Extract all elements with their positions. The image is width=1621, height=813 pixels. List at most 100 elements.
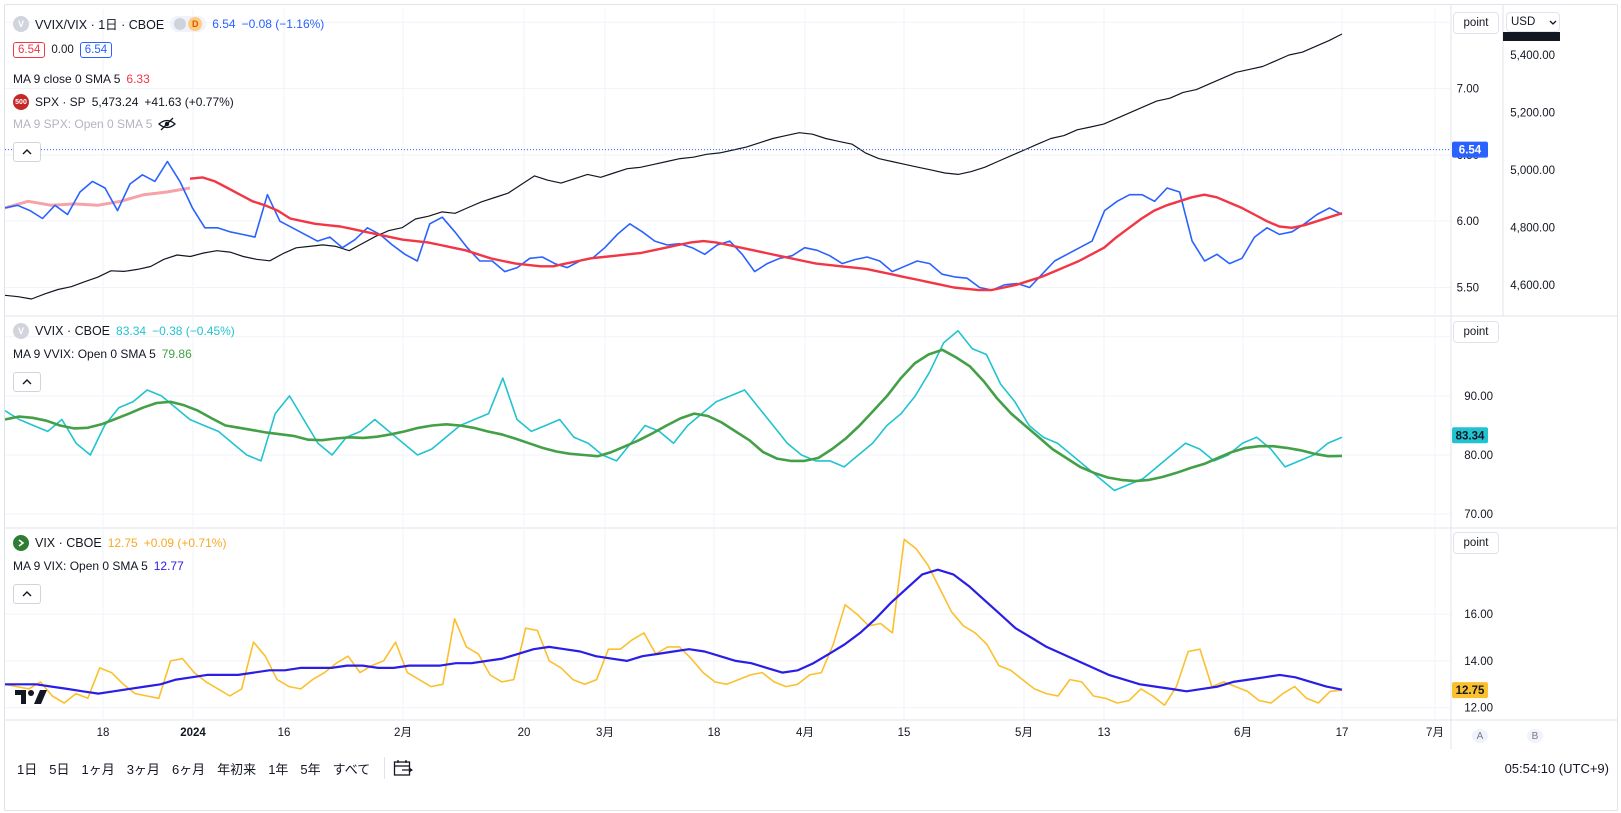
range-5d-button[interactable]: 5日 bbox=[49, 761, 70, 777]
vix-legend[interactable]: VIX · CBOE 12.75 +0.09 (+0.71%) bbox=[13, 535, 226, 551]
spx-price-tag bbox=[1503, 32, 1560, 41]
vix-ma-legend[interactable]: MA 9 VIX: Open 0 SMA 5 12.77 bbox=[13, 559, 184, 573]
collapse-pane3-button[interactable] bbox=[13, 584, 41, 604]
vvix-legend[interactable]: V VVIX · CBOE 83.34 −0.38 (−0.45%) bbox=[13, 323, 235, 339]
toolbar-divider bbox=[384, 757, 386, 779]
price-scale-point-button-3[interactable]: point bbox=[1453, 532, 1499, 554]
spx-last: 5,473.24 bbox=[91, 95, 139, 109]
range-6m-button[interactable]: 6ヶ月 bbox=[171, 761, 206, 777]
main-symbol-title[interactable]: VVIX/VIX · 1日 · CBOE bbox=[35, 18, 165, 32]
range-5y-button[interactable]: 5年 bbox=[300, 761, 321, 777]
y-axis-label-right: 4,600.00 bbox=[1510, 280, 1555, 292]
chevron-down-icon bbox=[1549, 20, 1557, 25]
status-dot-icon bbox=[174, 17, 187, 30]
x-axis-label: 20 bbox=[518, 727, 531, 739]
spx-line bbox=[5, 33, 1343, 300]
ma1-legend[interactable]: MA 9 close 0 SMA 5 6.33 bbox=[13, 72, 150, 86]
timezone-clock[interactable]: 05:54:10 (UTC+9) bbox=[1504, 761, 1609, 776]
x-axis-label: 2024 bbox=[180, 727, 206, 739]
calendar-range-icon[interactable] bbox=[393, 759, 414, 777]
x-axis-label: 15 bbox=[898, 727, 911, 739]
vix-last: 12.75 bbox=[107, 536, 138, 550]
collapse-pane1-button[interactable] bbox=[13, 142, 41, 162]
data-status-badge[interactable]: D bbox=[170, 15, 207, 32]
ma1-value: 6.33 bbox=[126, 72, 150, 86]
range-all-button[interactable]: すべて bbox=[332, 761, 371, 777]
delayed-data-badge: D bbox=[188, 16, 203, 31]
y-axis-label-right: 5,200.00 bbox=[1510, 108, 1555, 120]
range-1d-button[interactable]: 1日 bbox=[17, 761, 38, 777]
vix-price-tag: 12.75 bbox=[1452, 682, 1488, 699]
vix-ma-value: 12.77 bbox=[153, 559, 184, 573]
y-axis-label: 16.00 bbox=[1464, 609, 1493, 621]
spx-logo-icon: 500 bbox=[13, 94, 29, 110]
vvix-ma-line bbox=[5, 348, 1343, 483]
value-box-right: 6.54 bbox=[79, 42, 113, 58]
y-axis-label: 5.50 bbox=[1457, 282, 1479, 294]
auto-scale-button[interactable]: A bbox=[1472, 729, 1488, 743]
y-axis-label: 12.00 bbox=[1464, 703, 1493, 715]
range-1m-button[interactable]: 1ヶ月 bbox=[81, 761, 115, 777]
value-box-mid: 0.00 bbox=[51, 44, 74, 56]
svg-text:6.54: 6.54 bbox=[1459, 145, 1482, 157]
vvix-ma-label: MA 9 VVIX: Open 0 SMA 5 bbox=[13, 347, 156, 361]
bottom-toolbar: 1日 5日 1ヶ月 3ヶ月 6ヶ月 年初来 1年 5年 すべて bbox=[5, 749, 1617, 787]
vvix-line bbox=[5, 329, 1343, 492]
chart-canvas[interactable]: 182024162月203月184月155月136月177月7.507.006.… bbox=[5, 5, 1617, 749]
ma1-label: MA 9 close 0 SMA 5 bbox=[13, 72, 121, 86]
chevron-up-icon bbox=[22, 379, 32, 385]
vix-change: +0.09 (+0.71%) bbox=[143, 536, 227, 550]
collapse-pane2-button[interactable] bbox=[13, 372, 41, 392]
y-axis-label: 80.00 bbox=[1464, 450, 1493, 462]
spx-change: +41.63 (+0.77%) bbox=[144, 95, 234, 109]
y-axis-label-right: 4,800.00 bbox=[1510, 223, 1555, 235]
ohlc-values: 6.54 0.00 6.54 bbox=[13, 42, 113, 58]
vvix-symbol-icon: V bbox=[13, 15, 29, 32]
vvix-ma-legend[interactable]: MA 9 VVIX: Open 0 SMA 5 79.86 bbox=[13, 347, 192, 361]
y-axis-label: 90.00 bbox=[1464, 391, 1493, 403]
main-symbol-legend: V VVIX/VIX · 1日 · CBOE D 6.54 −0.08 (−1.… bbox=[13, 14, 324, 33]
x-axis-label: 17 bbox=[1336, 727, 1349, 739]
range-ytd-button[interactable]: 年初来 bbox=[217, 761, 257, 777]
range-buttons: 1日 5日 1ヶ月 3ヶ月 6ヶ月 年初来 1年 5年 すべて bbox=[5, 757, 414, 779]
x-axis-label: 18 bbox=[97, 727, 110, 739]
vvix-last: 83.34 bbox=[116, 324, 147, 338]
main-change-value: −0.08 (−1.16%) bbox=[241, 16, 325, 31]
spx-ma-line bbox=[5, 186, 191, 210]
x-axis-label: 4月 bbox=[796, 727, 814, 739]
ratio-price-tag: 6.54 bbox=[1452, 141, 1488, 158]
vix-line bbox=[5, 538, 1343, 707]
ma2-legend[interactable]: MA 9 SPX: Open 0 SMA 5 bbox=[13, 117, 177, 131]
vix-logo-icon bbox=[13, 535, 29, 551]
vix-ma-line bbox=[5, 568, 1343, 695]
vvix-price-tag: 83.34 bbox=[1452, 427, 1488, 444]
price-scale-point-button-1[interactable]: point bbox=[1453, 12, 1499, 34]
x-axis-label: 18 bbox=[708, 727, 721, 739]
range-3m-button[interactable]: 3ヶ月 bbox=[126, 761, 160, 777]
vvix-ma-value: 79.86 bbox=[161, 347, 192, 361]
currency-select[interactable]: USD bbox=[1506, 12, 1560, 32]
x-axis-label: 3月 bbox=[596, 727, 614, 739]
chart-frame: 182024162月203月184月155月136月177月7.507.006.… bbox=[4, 4, 1618, 811]
vvix-change: −0.38 (−0.45%) bbox=[152, 324, 235, 338]
range-1y-button[interactable]: 1年 bbox=[268, 761, 289, 777]
y-axis-label: 14.00 bbox=[1464, 656, 1493, 668]
x-axis-label: 5月 bbox=[1015, 727, 1033, 739]
vvix-pane-icon: V bbox=[13, 323, 29, 339]
main-last-value: 6.54 bbox=[212, 16, 236, 31]
x-axis-label: 6月 bbox=[1234, 727, 1252, 739]
log-scale-button[interactable]: B bbox=[1527, 729, 1543, 743]
y-axis-label: 70.00 bbox=[1464, 509, 1493, 521]
y-axis-label-right: 5,000.00 bbox=[1510, 165, 1555, 177]
svg-text:12.75: 12.75 bbox=[1456, 685, 1485, 697]
chevron-up-icon bbox=[22, 591, 32, 597]
x-axis-label: 16 bbox=[278, 727, 291, 739]
y-axis-label: 7.00 bbox=[1457, 84, 1479, 96]
x-axis-label: 7月 bbox=[1426, 727, 1444, 739]
spx-legend[interactable]: 500 SPX · SP 5,473.24 +41.63 (+0.77%) bbox=[13, 94, 234, 110]
y-axis-label-right: 5,400.00 bbox=[1510, 50, 1555, 62]
tradingview-logo-icon[interactable] bbox=[15, 689, 49, 705]
price-scale-point-button-2[interactable]: point bbox=[1453, 321, 1499, 343]
ratio-line bbox=[5, 160, 1343, 291]
hidden-eye-icon[interactable] bbox=[158, 117, 177, 131]
